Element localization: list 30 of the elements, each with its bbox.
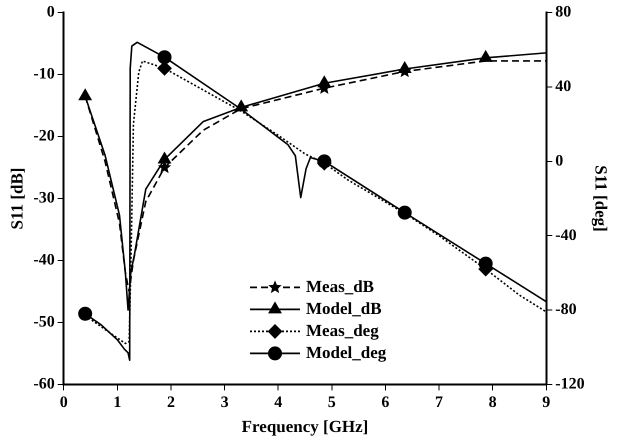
x-tick-label: 5 — [328, 394, 336, 412]
y-tick-label: -20 — [33, 128, 55, 145]
x-tick-label: 0 — [60, 394, 68, 412]
x-tick-label: 8 — [488, 394, 497, 412]
x-tick-label: 6 — [381, 394, 390, 412]
x-tick-label: 9 — [542, 394, 550, 412]
legend-label: Model_dB — [306, 298, 382, 318]
x-tick-label: 1 — [113, 394, 122, 412]
x-tick-label: 2 — [166, 394, 175, 412]
y2-tick-label: -80 — [555, 301, 577, 318]
legend-label: Model_deg — [306, 342, 387, 362]
y-tick-label: 0 — [46, 4, 55, 21]
y-tick-label: -10 — [33, 66, 55, 83]
legend-label: Meas_dB — [306, 276, 374, 296]
y2-tick-label: 40 — [555, 78, 572, 96]
y2-tick-label: 80 — [555, 4, 572, 21]
x-tick-label: 4 — [274, 394, 282, 412]
legend-label: Meas_deg — [306, 320, 380, 340]
y-tick-label: -40 — [33, 252, 55, 269]
y2-tick-label: -40 — [555, 226, 577, 244]
x-axis-title: Frequency [GHz] — [242, 417, 368, 436]
x-tick-label: 3 — [220, 394, 229, 412]
x-tick-label: 7 — [435, 394, 444, 412]
y-tick-label: -30 — [33, 190, 55, 207]
y2-tick-label: -120 — [555, 376, 585, 393]
y2-tick-label: 0 — [555, 152, 564, 170]
y2-axis-title: S11 [deg] — [591, 165, 610, 232]
y-tick-label: -60 — [33, 376, 55, 393]
y-axis-title: S11 [dB] — [8, 168, 27, 230]
y-tick-label: -50 — [33, 314, 55, 331]
